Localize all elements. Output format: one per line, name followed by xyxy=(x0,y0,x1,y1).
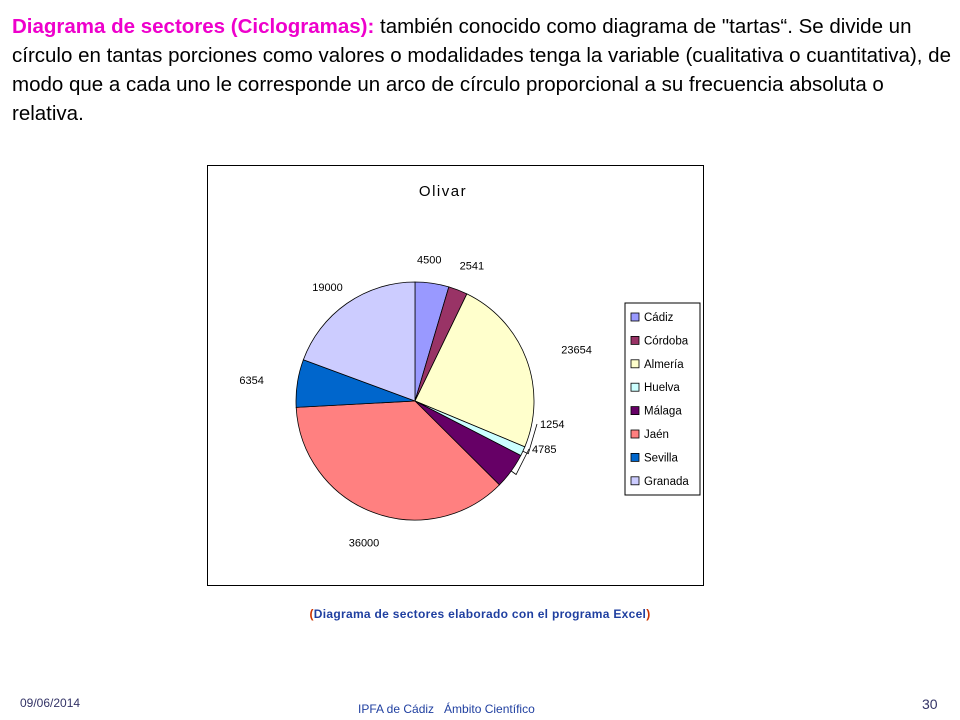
intro-paragraph: Diagrama de sectores (Ciclogramas): tamb… xyxy=(12,12,952,128)
intro-heading: Diagrama de sectores (Ciclogramas): xyxy=(12,15,375,38)
leader-line-huelva xyxy=(522,423,538,455)
footer-institution: IPFA de Cádiz xyxy=(358,702,435,716)
legend-swatch-almeria xyxy=(630,359,640,369)
legend-label-huelva: Huelva xyxy=(644,382,680,394)
chart-title: Olivar xyxy=(419,183,467,200)
pie-slice-granada xyxy=(302,281,416,402)
caption-open-paren: ( xyxy=(309,607,314,621)
legend-label-almeria: Almería xyxy=(644,359,684,371)
legend-swatch-sevilla xyxy=(630,452,640,462)
legend-label-cordoba: Córdoba xyxy=(644,335,689,347)
footer-department: Ámbito Científico xyxy=(444,702,535,716)
pie-chart: Olivar 4500 2541 23654 1254 4785 36000 6354 190… xyxy=(239,183,701,550)
pie-slice-jaen xyxy=(295,400,500,521)
data-label-sevilla: 6354 xyxy=(239,375,263,387)
legend-label-malaga: Málaga xyxy=(644,406,682,418)
pie-slices xyxy=(295,281,535,521)
legend-swatch-jaen xyxy=(630,429,640,439)
page-number: 30 xyxy=(922,696,938,712)
legend-swatch-cadiz xyxy=(630,312,640,322)
caption-text: Diagrama de sectores elaborado con el pr… xyxy=(313,607,647,621)
data-label-cadiz: 4500 xyxy=(417,255,441,267)
pie-chart-frame: Olivar 4500 2541 23654 1254 4785 36000 6354 190… xyxy=(207,165,704,586)
data-label-malaga: 4785 xyxy=(532,444,556,456)
legend-label-granada: Granada xyxy=(644,476,689,488)
legend-box xyxy=(624,302,701,496)
legend-swatch-malaga xyxy=(630,406,640,416)
chart-legend: Cádiz Córdoba Almería Huelva Málaga Jaén Sevil… xyxy=(624,302,701,496)
legend-label-cadiz: Cádiz xyxy=(644,312,674,324)
data-label-almeria: 23654 xyxy=(561,345,592,357)
legend-swatch-cordoba xyxy=(630,335,640,345)
data-label-cordoba: 2541 xyxy=(460,261,484,273)
data-label-jaen: 36000 xyxy=(349,538,380,550)
legend-label-sevilla: Sevilla xyxy=(644,452,678,464)
leader-line-malaga xyxy=(510,448,530,476)
intro-text: también conocido como diagrama de "tarta… xyxy=(12,15,951,125)
pie-leader-lines xyxy=(510,423,538,476)
footer-center: IPFA de Cádiz Ámbito Científico xyxy=(358,702,535,716)
legend-swatch-granada xyxy=(630,476,640,486)
footer-date: 09/06/2014 xyxy=(20,696,81,710)
caption-close-paren: ) xyxy=(646,607,651,621)
pie-slice-almeria xyxy=(414,293,535,448)
pie-data-labels: 4500 2541 23654 1254 4785 36000 6354 19000 xyxy=(239,255,592,550)
legend-label-jaen: Jaén xyxy=(644,429,669,441)
chart-caption: (Diagrama de sectores elaborado con el p… xyxy=(0,607,960,621)
legend-swatch-huelva xyxy=(630,382,640,392)
data-label-granada: 19000 xyxy=(312,282,343,294)
data-label-huelva: 1254 xyxy=(540,419,564,431)
